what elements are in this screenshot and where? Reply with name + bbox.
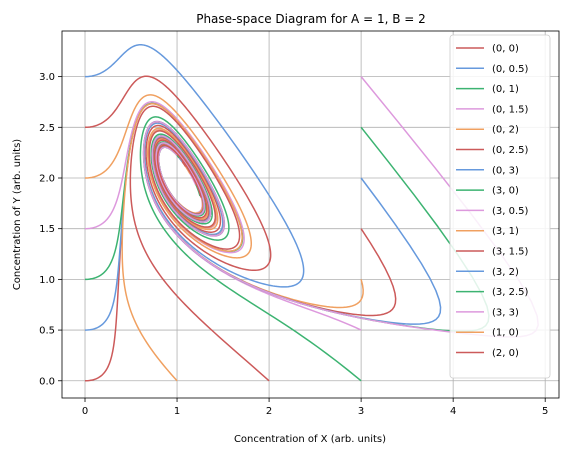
legend-label: (0, 2) [492, 125, 519, 136]
y-tick-label: 1.5 [39, 224, 55, 235]
y-tick-label: 0.5 [39, 326, 55, 337]
legend-label: (3, 0.5) [492, 206, 529, 217]
series-line [142, 76, 539, 338]
legend-label: (3, 3) [492, 307, 519, 318]
chart-title: Phase-space Diagram for A = 1, B = 2 [196, 12, 426, 26]
legend: (0, 0) (0, 0.5) (0, 1) (0, 1.5) (0, 2) (0, 2.… [449, 34, 551, 379]
legend-label: (3, 2.5) [492, 287, 529, 298]
legend-label: (3, 0) [492, 186, 519, 197]
y-tick-label: 2.0 [39, 174, 55, 185]
y-tick-label: 1.0 [39, 275, 55, 286]
legend-label: (2, 0) [492, 348, 519, 359]
legend-label: (0, 3) [492, 165, 519, 176]
x-tick-label: 0 [82, 406, 88, 417]
legend-label: (3, 2) [492, 267, 519, 278]
x-tick-label: 2 [266, 406, 272, 417]
plot-frame [61, 30, 560, 399]
legend-label: (1, 0) [492, 328, 519, 339]
x-axis-label: Concentration of X (arb. units) [234, 434, 386, 445]
legend-label: (3, 1) [492, 226, 519, 237]
legend-label: (0, 0) [492, 44, 519, 55]
legend-label: (3, 1.5) [492, 247, 529, 258]
x-tick-label: 3 [358, 406, 364, 417]
y-tick-label: 2.5 [39, 123, 55, 134]
series-line [129, 105, 270, 382]
series-line [84, 94, 253, 259]
series-lines [84, 44, 539, 382]
y-tick-label: 3.0 [39, 72, 55, 83]
x-tick-label: 5 [542, 406, 548, 417]
legend-label: (0, 1) [492, 84, 519, 95]
legend-label: (0, 2.5) [492, 145, 529, 156]
axis-ticks: 0 1 2 3 4 5 0.0 0.5 1.0 1.5 2.0 2.5 3.0 [39, 72, 548, 417]
x-tick-label: 4 [450, 406, 456, 417]
legend-label: (0, 1.5) [492, 104, 529, 115]
legend-label: (0, 0.5) [492, 64, 529, 75]
x-tick-label: 1 [174, 406, 180, 417]
y-axis-label: Concentration of Y (arb. units) [12, 139, 23, 290]
y-tick-label: 0.0 [39, 376, 55, 387]
